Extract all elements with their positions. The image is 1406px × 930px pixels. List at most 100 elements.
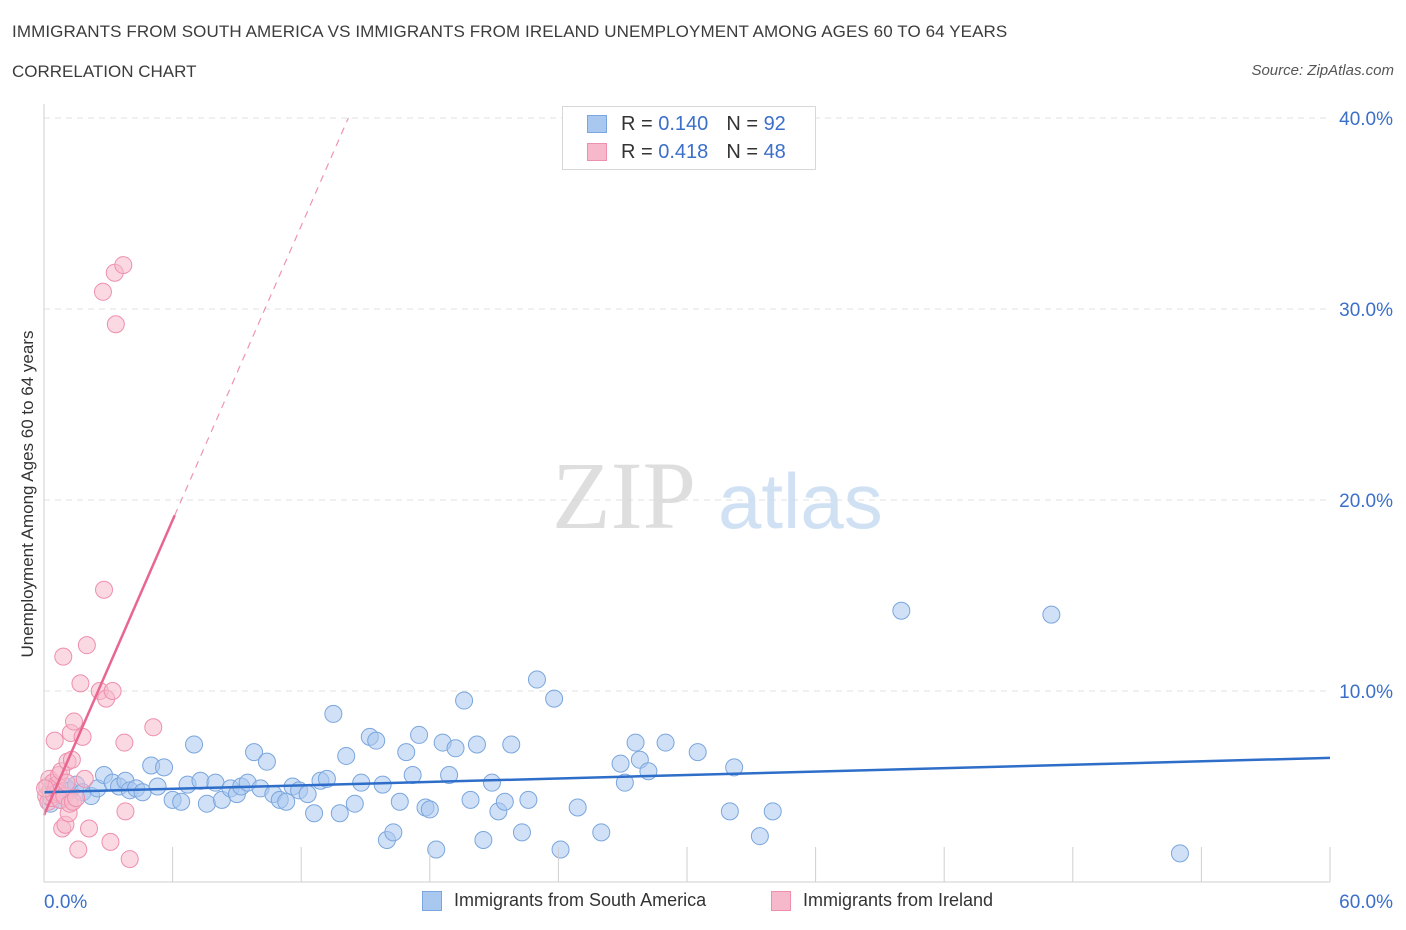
y-tick-label: 20.0% [1339,491,1393,512]
data-point-south-america [592,823,611,842]
x-tick-label-max: 60.0% [1339,892,1393,913]
pink-swatch-icon [587,143,607,161]
data-point-south-america [427,840,446,859]
data-point-south-america [626,733,645,752]
r-value: 0.140 [658,112,709,135]
data-point-south-america [305,804,324,823]
data-point-south-america [482,773,501,792]
data-point-south-america [410,725,429,744]
n-label: N = [726,140,758,163]
trend-line-south-america [43,756,1331,794]
legend-row-south-america: R = 0.140 N = 92 [587,113,786,135]
axis-layer: 10.0% 20.0% 30.0% 40.0% 0.0% 60.0% Unemploymen… [18,104,1393,913]
data-point-south-america [545,689,564,708]
watermark-atlas: atlas [718,457,883,545]
n-value: 92 [763,112,786,135]
data-point-south-america [455,691,474,710]
data-point-ireland [95,580,114,599]
data-point-ireland [101,832,120,851]
blue-swatch-icon [587,115,607,133]
data-point-south-america [551,840,570,859]
data-point-south-america [367,731,386,750]
data-point-ireland [67,788,86,807]
data-point-ireland [93,282,112,301]
data-point-south-america [440,766,459,785]
data-point-south-america [245,743,264,762]
data-point-south-america [446,739,465,758]
data-point-south-america [133,783,152,802]
data-point-south-america [257,752,276,771]
data-point-south-america [568,798,587,817]
data-point-ireland [80,819,99,838]
data-point-south-america [527,670,546,689]
y-tick-label: 40.0% [1339,109,1393,130]
legend-label-south-america: Immigrants from South America [454,890,707,910]
data-point-south-america [725,758,744,777]
y-tick-label: 10.0% [1339,682,1393,703]
r-label: R = [621,112,653,135]
data-point-south-america [1042,605,1061,624]
series-south-america-points [41,601,1189,863]
data-point-ireland [65,712,84,731]
n-value: 48 [763,140,786,163]
legend-item-south-america: Immigrants from South America [422,890,706,911]
data-point-south-america [345,794,364,813]
data-point-south-america [495,792,514,811]
data-point-south-america [502,735,521,754]
data-point-south-america [512,823,531,842]
r-label: R = [621,140,653,163]
data-point-ireland [116,802,135,821]
data-point-ireland [144,718,163,737]
data-point-ireland [115,733,134,752]
data-point-south-america [474,830,493,849]
data-point-south-america [611,754,630,773]
data-point-south-america [397,743,416,762]
pink-swatch-icon [771,890,791,911]
data-point-ireland [71,674,90,693]
data-point-south-america [148,777,167,796]
data-point-south-america [337,746,356,765]
data-point-south-america [750,827,769,846]
data-point-south-america [390,792,409,811]
blue-swatch-icon [422,890,442,911]
chart-subtitle: CORRELATION CHART [12,62,197,81]
data-point-south-america [373,775,392,794]
r-value: 0.418 [658,140,709,163]
watermark: ZIP atlas [552,442,883,549]
data-point-south-america [461,790,480,809]
y-tick-label: 30.0% [1339,300,1393,321]
data-point-south-america [317,769,336,788]
x-tick-label-min: 0.0% [44,892,87,913]
data-point-south-america [197,794,216,813]
trend-line-ireland-extrapolated [174,117,349,516]
watermark-zip: ZIP [552,442,696,549]
data-point-south-america [892,601,911,620]
data-point-south-america [324,704,343,723]
n-label: N = [726,112,758,135]
data-point-south-america [172,792,191,811]
data-point-ireland [36,779,55,798]
data-point-south-america [519,790,538,809]
data-point-south-america [656,733,675,752]
data-point-south-america [185,735,204,754]
data-point-south-america [688,743,707,762]
data-point-ireland [69,840,88,859]
data-point-ireland [103,682,122,700]
trend-line-ireland [42,514,176,816]
y-axis-label: Unemployment Among Ages 60 to 64 years [18,331,37,658]
data-point-south-america [720,802,739,821]
legend-label-ireland: Immigrants from Ireland [803,890,994,910]
data-point-ireland [45,731,64,750]
data-point-ireland [54,647,73,666]
data-point-south-america [277,792,296,811]
correlation-legend: R = 0.140 N = 92 R = 0.418 N = 48 [562,106,816,170]
legend-row-ireland: R = 0.418 N = 48 [587,141,786,163]
data-point-ireland [75,769,94,788]
legend-item-ireland: Immigrants from Ireland [771,890,993,911]
data-point-ireland [114,256,133,275]
chart-title: IMMIGRANTS FROM SOUTH AMERICA VS IMMIGRA… [12,22,1008,41]
grid-layer [44,117,1330,692]
data-point-ireland [106,315,125,334]
data-point-south-america [420,800,439,819]
